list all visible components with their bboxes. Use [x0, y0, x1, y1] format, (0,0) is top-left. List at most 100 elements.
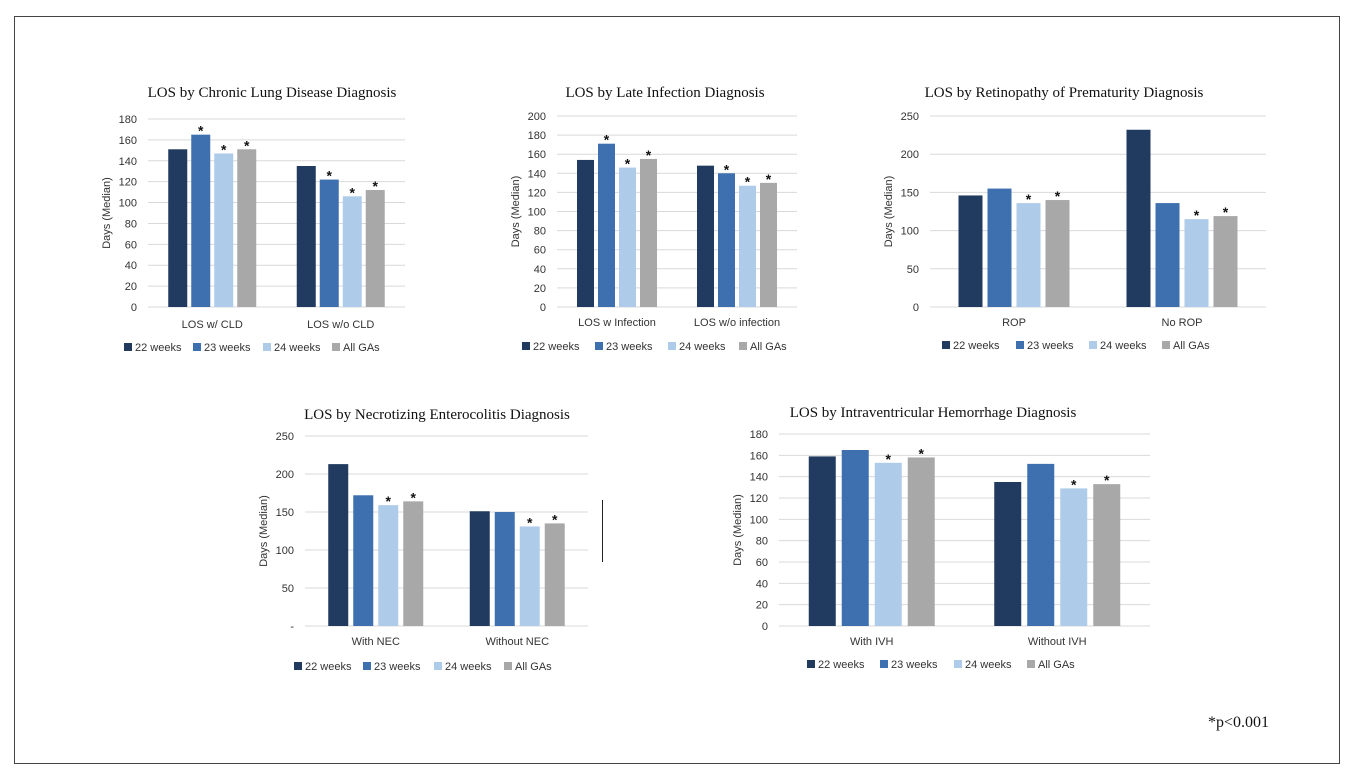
legend-label: 23 weeks	[1027, 340, 1074, 352]
significance-marker: *	[1026, 191, 1032, 207]
legend-swatch	[332, 343, 340, 351]
legend-swatch	[942, 341, 950, 349]
significance-marker: *	[724, 161, 730, 177]
chart-intraventricular-hemorrhage: LOS by Intraventricular Hemorrhage Diagn…	[725, 398, 1155, 688]
y-tick-label: 60	[125, 239, 137, 251]
legend-label: All GAs	[1173, 340, 1210, 352]
y-tick-label: 20	[534, 283, 546, 295]
y-tick-label: 40	[125, 260, 137, 272]
y-tick-label: 180	[528, 130, 546, 142]
bar	[958, 195, 983, 307]
y-tick-label: 120	[528, 187, 546, 199]
y-tick-label: 0	[131, 302, 137, 314]
x-category-label: ROP	[1002, 317, 1026, 329]
x-category-label: LOS w/o infection	[694, 317, 780, 329]
bar	[1045, 200, 1070, 307]
legend-swatch	[954, 660, 962, 668]
legend-swatch	[504, 662, 512, 670]
y-tick-label: 140	[750, 472, 768, 484]
legend-swatch	[193, 343, 201, 351]
chart-title: LOS by Necrotizing Enterocolitis Diagnos…	[304, 407, 570, 423]
legend-label: 22 weeks	[135, 342, 182, 354]
significance-marker: *	[1194, 207, 1200, 223]
x-category-label: LOS w/ CLD	[182, 319, 243, 331]
y-tick-label: 200	[901, 149, 919, 161]
significance-marker: *	[1055, 188, 1061, 204]
y-tick-label: 100	[750, 514, 768, 526]
legend-swatch	[263, 343, 271, 351]
bar	[1060, 488, 1088, 626]
bar	[718, 173, 735, 307]
x-category-label: With NEC	[352, 636, 400, 648]
bar	[365, 190, 385, 307]
y-tick-label: 100	[901, 226, 919, 238]
x-category-label: LOS w/o CLD	[307, 319, 374, 331]
significance-marker: *	[766, 171, 772, 187]
legend-label: 23 weeks	[606, 341, 653, 353]
significance-marker: *	[1104, 472, 1110, 488]
y-tick-label: 100	[276, 545, 294, 557]
x-category-label: Without IVH	[1028, 636, 1087, 648]
bar	[296, 166, 316, 307]
bar	[994, 482, 1022, 626]
y-axis-label: Days (Median)	[258, 495, 270, 567]
legend-swatch	[595, 342, 603, 350]
bar	[598, 143, 615, 307]
y-tick-label: 140	[119, 156, 137, 168]
y-tick-label: 160	[528, 149, 546, 161]
significance-marker: *	[527, 514, 533, 530]
chart-retinopathy-of-prematurity: LOS by Retinopathy of Prematurity Diagno…	[880, 78, 1275, 368]
significance-marker: *	[221, 141, 227, 157]
bar	[1213, 216, 1238, 307]
legend-swatch	[363, 662, 371, 670]
chart-late-infection: LOS by Late Infection Diagnosis 0 20 40 60 80…	[505, 78, 805, 368]
legend-label: 23 weeks	[891, 659, 938, 671]
legend-swatch	[1089, 341, 1097, 349]
y-tick-label: 180	[119, 114, 137, 126]
legend-swatch	[1016, 341, 1024, 349]
y-tick-label: 0	[540, 302, 546, 314]
y-tick-label: 0	[913, 302, 919, 314]
legend-label: All GAs	[750, 341, 787, 353]
legend-swatch	[739, 342, 747, 350]
bar	[874, 462, 902, 626]
divider-line	[602, 500, 603, 562]
y-tick-label: 200	[528, 111, 546, 123]
bar	[328, 464, 349, 626]
y-tick-label: 80	[534, 226, 546, 238]
significance-marker: *	[350, 184, 356, 200]
y-tick-label: 140	[528, 168, 546, 180]
chart-svg: LOS by Retinopathy of Prematurity Diagno…	[883, 85, 1266, 352]
legend-swatch	[124, 343, 132, 351]
y-tick-label: 120	[119, 177, 137, 189]
bar	[494, 512, 515, 626]
legend-label: 24 weeks	[965, 659, 1012, 671]
legend-swatch	[1162, 341, 1170, 349]
significance-marker: *	[244, 137, 250, 153]
y-tick-label: 40	[534, 264, 546, 276]
y-axis-label: Days (Median)	[732, 494, 744, 566]
bar	[619, 167, 636, 307]
legend-label: All GAs	[343, 342, 380, 354]
significance-marker: *	[646, 147, 652, 163]
legend-swatch	[522, 342, 530, 350]
significance-marker: *	[386, 493, 392, 509]
bar	[342, 196, 362, 307]
legend-label: 24 weeks	[679, 341, 726, 353]
y-tick-label: 200	[276, 469, 294, 481]
bar	[697, 165, 714, 307]
chart-chronic-lung-disease: LOS by Chronic Lung Disease Diagnosis 0 20…	[90, 78, 420, 368]
y-tick-label: 20	[125, 281, 137, 293]
chart-title: LOS by Retinopathy of Prematurity Diagno…	[925, 85, 1204, 101]
y-axis-label: Days (Median)	[510, 176, 522, 248]
bar	[237, 149, 257, 307]
bar	[577, 159, 594, 307]
significance-marker: *	[745, 174, 751, 190]
chart-title: LOS by Chronic Lung Disease Diagnosis	[148, 85, 397, 101]
legend-label: 24 weeks	[445, 661, 492, 673]
x-category-label: No ROP	[1162, 317, 1203, 329]
y-tick-label: 180	[750, 429, 768, 441]
x-category-label: LOS w Infection	[578, 317, 656, 329]
legend-label: 23 weeks	[204, 342, 251, 354]
bar	[739, 185, 756, 307]
